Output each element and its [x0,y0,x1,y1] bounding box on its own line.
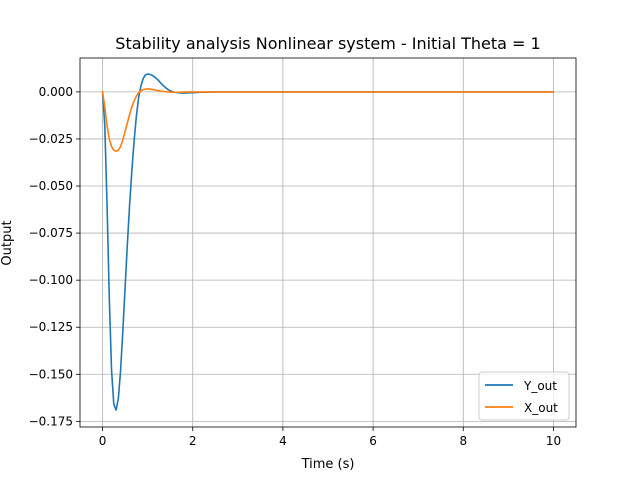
y-tick-label: −0.125 [29,320,73,334]
y-tick-label: −0.050 [29,179,73,193]
y-tick-label: −0.100 [29,273,73,287]
y-tick-label: −0.025 [29,132,73,146]
x-tick-label: 6 [369,434,377,448]
y-tick-label: −0.150 [29,367,73,381]
legend: Y_out X_out [478,371,570,421]
x-tick-label: 8 [459,434,467,448]
axis-ticks: 0 2 4 6 8 10 0.000 −0.025 −0.050 −0.075 −0.100 −0.1… [29,85,562,448]
x-tick-label: 4 [279,434,287,448]
y-axis-label: Output [0,220,15,265]
chart-title: Stability analysis Nonlinear system - In… [115,34,540,53]
x-tick-label: 0 [99,434,107,448]
legend-box [478,371,570,421]
series-line-x-out [101,88,555,152]
x-axis-label: Time (s) [301,457,355,472]
y-tick-label: 0.000 [39,85,73,99]
y-tick-label: −0.175 [29,414,73,428]
x-tick-label: 2 [189,434,197,448]
plot-area-frame [79,57,577,428]
y-tick-label: −0.075 [29,226,73,240]
grid-lines [80,58,576,427]
series-lines [101,73,555,411]
legend-label-x-out: X_out [524,401,558,415]
legend-label-y-out: Y_out [523,379,557,393]
x-tick-label: 10 [546,434,561,448]
